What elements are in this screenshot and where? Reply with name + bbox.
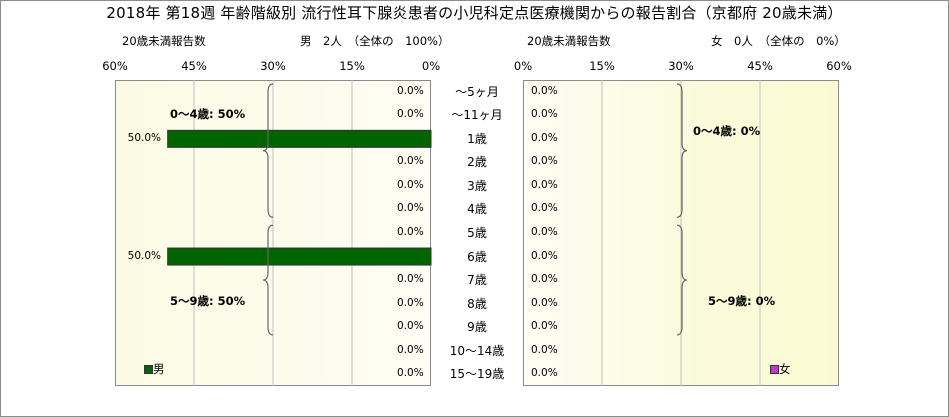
female-axis-tick-label: 60%: [826, 59, 852, 73]
female-value-label: 0.0%: [531, 131, 558, 144]
male-value-label: 0.0%: [397, 320, 424, 333]
female-value-label: 0.0%: [531, 296, 558, 309]
female-value-label: 0.0%: [531, 320, 558, 333]
left-group-label-0-4: 0～4歳: 50%: [170, 107, 246, 121]
age-category-label: 15～19歳: [449, 367, 505, 382]
right-group-label-5-9: 5～9歳: 0%: [708, 294, 776, 308]
male-value-label: 50.0%: [127, 131, 162, 144]
male-bar: [167, 247, 432, 266]
right-group-label-0-4: 0～4歳: 0%: [693, 124, 761, 138]
female-axis-tick-label: 15%: [589, 59, 615, 73]
male-value-label: 0.0%: [397, 155, 424, 168]
male-value-label: 0.0%: [397, 273, 424, 286]
male-value-label: 0.0%: [397, 296, 424, 309]
male-axis-tick-label: 15%: [339, 59, 365, 73]
age-category-label: 8歳: [467, 296, 487, 311]
male-bracket-0-4: [262, 83, 274, 218]
age-category-label: 3歳: [467, 178, 487, 193]
age-category-label: 1歳: [467, 131, 487, 146]
female-value-label: 0.0%: [531, 249, 558, 262]
male-value-label: 0.0%: [397, 84, 424, 97]
male-value-label: 0.0%: [397, 202, 424, 215]
female-value-label: 0.0%: [531, 367, 558, 380]
male-value-label: 0.0%: [397, 367, 424, 380]
male-axis-tick-label: 60%: [102, 59, 128, 73]
male-axis-tick-label: 0%: [421, 59, 441, 73]
female-value-label: 0.0%: [531, 155, 558, 168]
age-category-label: 2歳: [467, 155, 487, 170]
female-value-label: 0.0%: [531, 84, 558, 97]
male-value-label: 0.0%: [397, 178, 424, 191]
age-category-label: 10～14歳: [449, 343, 505, 358]
female-bracket-0-4: [676, 83, 688, 218]
female-value-label: 0.0%: [531, 273, 558, 286]
age-category-label: 5歳: [467, 226, 487, 240]
left-group-label-5-9: 5～9歳: 50%: [170, 294, 246, 308]
female-value-label: 0.0%: [531, 343, 558, 356]
male-value-label: 0.0%: [397, 108, 424, 121]
female-value-label: 0.0%: [531, 108, 558, 121]
right-header: 女 0人 （全体の 0%）: [711, 34, 846, 48]
female-value-label: 0.0%: [531, 178, 558, 191]
age-category-label: ～11ヶ月: [451, 108, 503, 123]
legend-male-label: 男: [153, 362, 165, 376]
female-axis-tick-label: 30%: [668, 59, 694, 73]
male-axis-tick-label: 45%: [181, 59, 207, 73]
male-value-label: 50.0%: [127, 249, 162, 262]
female-axis-tick-label: 0%: [513, 59, 533, 73]
left-count-label: 20歳未満報告数: [122, 34, 206, 48]
age-category-label: 9歳: [467, 320, 487, 335]
female-axis-tick-label: 45%: [747, 59, 773, 73]
male-bracket-5-9: [262, 224, 274, 336]
male-bar: [167, 129, 432, 148]
legend-male-swatch: [144, 365, 153, 374]
male-value-label: 0.0%: [397, 226, 424, 238]
legend-female-label: 女: [779, 362, 791, 376]
right-count-label: 20歳未満報告数: [527, 34, 611, 48]
left-header: 男 2人 （全体の 100%）: [300, 34, 450, 48]
male-axis-tick-label: 30%: [260, 59, 286, 73]
age-category-label: ～5ヶ月: [455, 84, 499, 99]
age-category-label: 6歳: [467, 249, 487, 264]
female-value-label: 0.0%: [531, 226, 558, 238]
female-bracket-5-9: [676, 224, 688, 336]
age-category-label: 7歳: [467, 273, 487, 288]
female-value-label: 0.0%: [531, 202, 558, 215]
age-category-label: 4歳: [467, 202, 487, 217]
chart-title: 2018年 第18週 年齢階級別 流行性耳下腺炎患者の小児科定点医療機関からの報…: [106, 4, 843, 22]
male-value-label: 0.0%: [397, 343, 424, 356]
legend-female-swatch: [770, 365, 779, 374]
